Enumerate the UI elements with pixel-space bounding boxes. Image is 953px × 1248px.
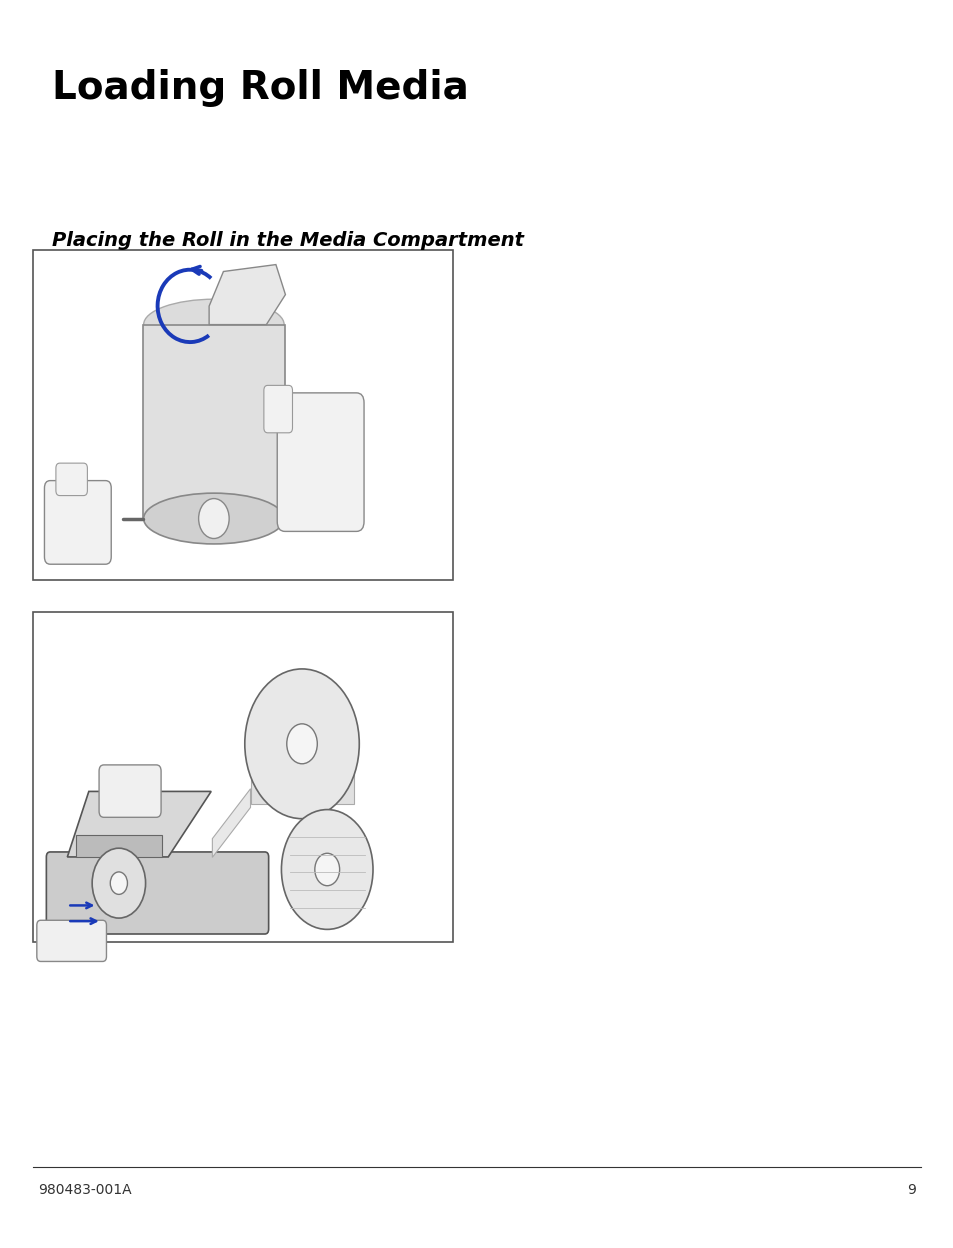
FancyBboxPatch shape — [99, 765, 161, 817]
FancyBboxPatch shape — [264, 386, 293, 433]
FancyBboxPatch shape — [33, 612, 453, 942]
Polygon shape — [68, 791, 211, 857]
FancyBboxPatch shape — [277, 393, 364, 532]
FancyBboxPatch shape — [47, 852, 269, 934]
Text: Placing the Roll in the Media Compartment: Placing the Roll in the Media Compartmen… — [52, 231, 524, 250]
Circle shape — [314, 854, 339, 886]
FancyBboxPatch shape — [56, 463, 88, 495]
Ellipse shape — [144, 300, 284, 349]
Ellipse shape — [251, 709, 354, 741]
Text: Loading Roll Media: Loading Roll Media — [52, 69, 469, 106]
Circle shape — [287, 724, 317, 764]
Circle shape — [198, 499, 229, 539]
Polygon shape — [209, 265, 285, 324]
Circle shape — [281, 810, 373, 930]
FancyBboxPatch shape — [45, 480, 112, 564]
Text: 9: 9 — [906, 1183, 915, 1197]
FancyBboxPatch shape — [37, 920, 107, 961]
Text: 980483-001A: 980483-001A — [38, 1183, 132, 1197]
Circle shape — [111, 872, 128, 895]
FancyBboxPatch shape — [143, 324, 285, 519]
Polygon shape — [76, 835, 162, 857]
FancyBboxPatch shape — [33, 250, 453, 580]
Circle shape — [245, 669, 359, 819]
Polygon shape — [213, 789, 251, 857]
Ellipse shape — [144, 493, 284, 544]
FancyBboxPatch shape — [251, 725, 354, 804]
Circle shape — [92, 849, 146, 919]
